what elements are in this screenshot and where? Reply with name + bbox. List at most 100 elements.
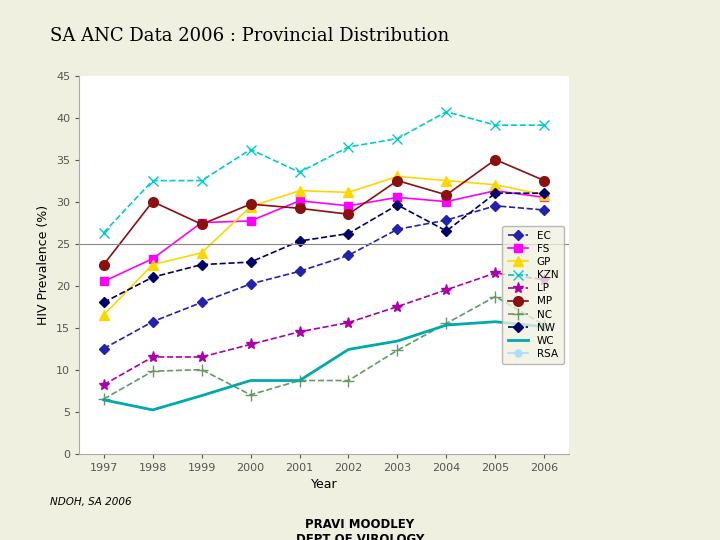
Line: NW: NW <box>100 190 548 306</box>
LP <box>197 354 206 360</box>
NW <box>295 238 304 244</box>
LP <box>393 303 402 310</box>
NC <box>99 396 108 402</box>
WC <box>197 393 206 399</box>
KZN <box>246 146 255 153</box>
EC <box>99 346 108 352</box>
FS <box>295 198 304 204</box>
NC <box>148 368 157 375</box>
EC <box>393 226 402 233</box>
FS <box>344 202 353 209</box>
EC <box>442 217 451 224</box>
WC <box>99 396 108 403</box>
Line: NC: NC <box>98 291 550 404</box>
NC <box>246 392 255 398</box>
LP <box>295 328 304 335</box>
Line: KZN: KZN <box>99 107 549 238</box>
NC <box>393 347 402 354</box>
MP <box>344 211 353 218</box>
Text: NDOH, SA 2006: NDOH, SA 2006 <box>50 497 132 507</box>
GP <box>540 192 549 198</box>
WC <box>540 323 549 330</box>
LP <box>99 381 108 388</box>
KZN <box>344 144 353 150</box>
MP <box>540 177 549 184</box>
GP <box>99 312 108 318</box>
KZN <box>295 169 304 176</box>
Line: WC: WC <box>104 322 544 410</box>
NW <box>99 299 108 306</box>
GP <box>393 173 402 180</box>
FS <box>442 198 451 205</box>
MP <box>246 201 255 207</box>
FS <box>99 278 108 285</box>
NW <box>393 202 402 208</box>
LP <box>148 354 157 360</box>
FS <box>148 255 157 262</box>
NC <box>197 366 206 373</box>
NC <box>442 320 451 327</box>
NW <box>442 228 451 234</box>
EC <box>246 281 255 287</box>
FS <box>491 187 500 194</box>
FS <box>393 194 402 201</box>
NW <box>344 230 353 237</box>
GP <box>344 189 353 195</box>
KZN <box>540 122 549 129</box>
KZN <box>148 177 157 184</box>
MP <box>148 198 157 205</box>
KZN <box>442 109 451 115</box>
Y-axis label: HIV Prevalence (%): HIV Prevalence (%) <box>37 205 50 325</box>
NC <box>295 377 304 384</box>
FS <box>197 219 206 226</box>
EC <box>197 299 206 306</box>
NW <box>246 259 255 265</box>
NW <box>197 261 206 268</box>
EC <box>491 202 500 209</box>
Text: PRAVI MOODLEY
DEPT OF VIROLOGY: PRAVI MOODLEY DEPT OF VIROLOGY <box>296 518 424 540</box>
GP <box>491 181 500 188</box>
WC <box>344 346 353 353</box>
Line: GP: GP <box>99 172 549 320</box>
MP <box>393 177 402 184</box>
WC <box>491 319 500 325</box>
NC <box>344 377 353 384</box>
WC <box>393 338 402 345</box>
EC <box>344 252 353 259</box>
NW <box>148 274 157 280</box>
Legend: EC, FS, GP, KZN, LP, MP, NC, NW, WC, RSA: EC, FS, GP, KZN, LP, MP, NC, NW, WC, RSA <box>503 226 564 364</box>
EC <box>295 268 304 274</box>
LP <box>491 270 500 276</box>
X-axis label: Year: Year <box>311 478 337 491</box>
Line: LP: LP <box>98 267 550 390</box>
WC <box>442 322 451 328</box>
NC <box>491 293 500 300</box>
KZN <box>99 230 108 236</box>
NC <box>540 322 549 328</box>
MP <box>442 192 451 198</box>
GP <box>197 249 206 256</box>
WC <box>295 377 304 384</box>
MP <box>491 157 500 163</box>
Line: EC: EC <box>100 202 548 352</box>
GP <box>148 261 157 268</box>
FS <box>246 218 255 224</box>
EC <box>540 207 549 213</box>
NW <box>540 190 549 197</box>
EC <box>148 319 157 325</box>
GP <box>442 177 451 184</box>
MP <box>295 205 304 212</box>
GP <box>246 204 255 210</box>
WC <box>246 377 255 384</box>
LP <box>540 276 549 283</box>
Line: MP: MP <box>99 155 549 269</box>
KZN <box>393 136 402 142</box>
LP <box>246 341 255 348</box>
GP <box>295 187 304 194</box>
LP <box>442 287 451 293</box>
MP <box>197 221 206 227</box>
LP <box>344 319 353 326</box>
FS <box>540 194 549 201</box>
MP <box>99 261 108 268</box>
NW <box>491 190 500 197</box>
